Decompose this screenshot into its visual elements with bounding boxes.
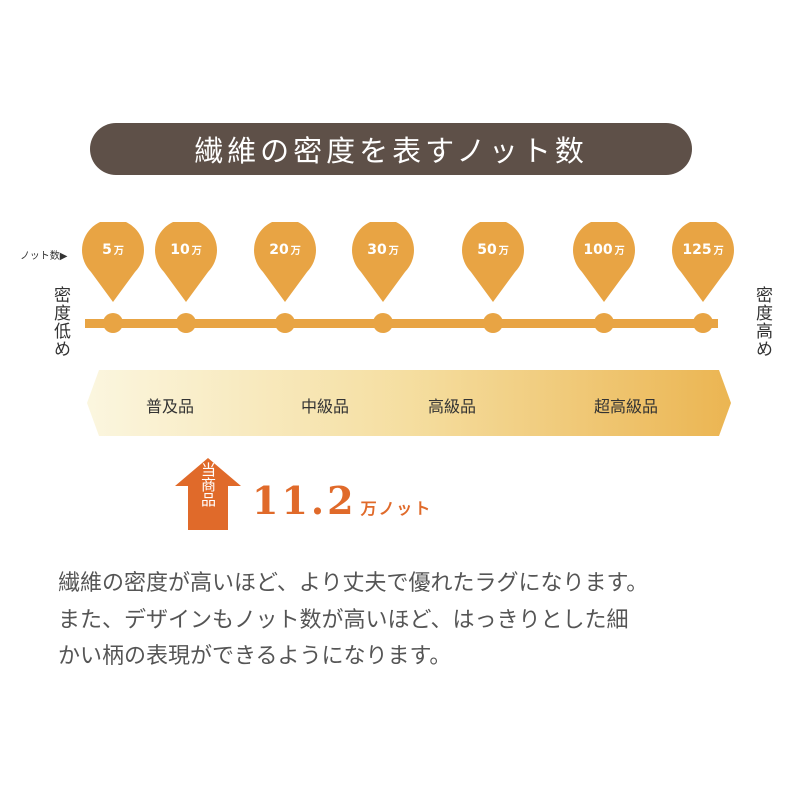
pin-label: 125 万 xyxy=(682,242,724,258)
knot-pin-marker: 50 万 xyxy=(462,222,524,302)
scale-dot xyxy=(275,313,295,333)
pin-label: 30 万 xyxy=(367,242,399,258)
grade-band xyxy=(87,370,731,436)
title: 繊維の密度を表すノット数 xyxy=(194,134,588,168)
map-pin-icon xyxy=(672,222,734,302)
pin-label: 20 万 xyxy=(269,242,301,258)
map-pin-icon xyxy=(254,222,316,302)
knot-count-label: ノット数▶ xyxy=(20,251,68,262)
knot-unit: 万ノット xyxy=(360,499,433,518)
grade-label: 普及品 xyxy=(145,397,195,416)
pin-label: 10 万 xyxy=(170,242,202,258)
up-arrow-icon xyxy=(175,458,241,530)
side-label-high: 密度高め xyxy=(752,286,772,358)
description-line: また、デザインもノット数が高いほど、はっきりとした細 xyxy=(58,607,629,633)
knot-pin-marker: 20 万 xyxy=(254,222,316,302)
description-line: かい柄の表現ができるようになります。 xyxy=(58,644,452,669)
knot-pin-marker: 125 万 xyxy=(672,222,734,302)
scale-dot xyxy=(693,313,713,333)
knot-pin-marker: 30 万 xyxy=(352,222,414,302)
description-line: 繊維の密度が高いほど、より丈夫で優れたラグになります。 xyxy=(58,571,649,596)
knot-pin-marker: 100 万 xyxy=(573,222,635,302)
description: 繊維の密度が高いほど、より丈夫で優れたラグになります。 また、デザインもノット数… xyxy=(58,566,778,676)
scale-dot xyxy=(176,313,196,333)
map-pin-icon xyxy=(82,222,144,302)
pin-label: 100 万 xyxy=(583,242,625,258)
map-pin-icon xyxy=(462,222,524,302)
current-knot-count: 11.2 万ノット xyxy=(252,478,432,523)
grade-label: 高級品 xyxy=(427,397,477,416)
scale-dot xyxy=(373,313,393,333)
map-pin-icon xyxy=(352,222,414,302)
title-bar: 繊維の密度を表すノット数 xyxy=(90,123,692,175)
density-scale-line xyxy=(85,319,718,328)
grade-label: 超高級品 xyxy=(593,397,659,416)
map-pin-icon xyxy=(155,222,217,302)
knot-value: 11.2 xyxy=(252,478,357,523)
scale-dot xyxy=(483,313,503,333)
current-product-label: 当商品 xyxy=(199,462,217,507)
scale-dot xyxy=(103,313,123,333)
pin-label: 50 万 xyxy=(477,242,509,258)
knot-pin-marker: 10 万 xyxy=(155,222,217,302)
grade-label: 中級品 xyxy=(300,397,350,416)
side-label-low: 密度低め xyxy=(50,286,70,358)
scale-dot xyxy=(594,313,614,333)
map-pin-icon xyxy=(573,222,635,302)
